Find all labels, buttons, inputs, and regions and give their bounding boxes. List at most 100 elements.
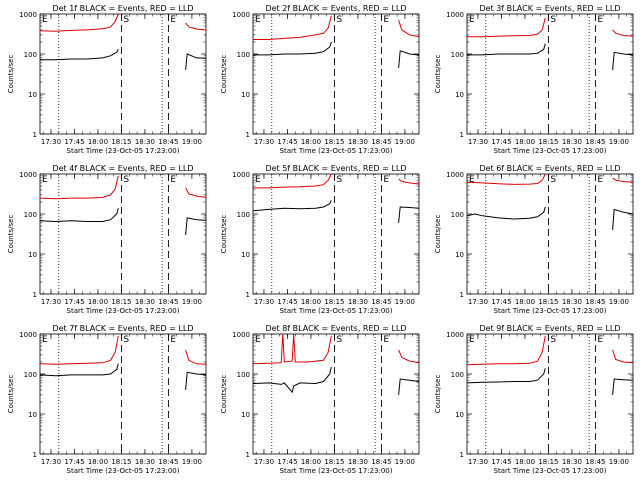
start-marker: E <box>255 15 261 25</box>
start-marker: E <box>469 335 475 345</box>
y-tick-label: 100 <box>237 51 250 59</box>
x-tick-label: 18:00 <box>88 458 108 466</box>
y-tick-label: 10 <box>28 91 37 99</box>
x-tick-label: 17:45 <box>64 458 84 466</box>
saa-marker: S <box>336 175 342 185</box>
saa-marker: S <box>123 335 129 345</box>
x-tick-label: 18:00 <box>301 138 321 146</box>
end-marker: E <box>597 175 603 185</box>
x-axis-label: Start Time (23-Oct-05 17:23:00) <box>280 307 393 315</box>
x-axis-label: Start Time (23-Oct-05 17:23:00) <box>67 467 180 475</box>
events-series-line <box>467 43 546 56</box>
panel-title: Det 9f BLACK = Events, RED = LLD <box>479 324 620 333</box>
y-tick-label: 10 <box>241 411 250 419</box>
events-series-line <box>39 363 119 377</box>
y-axis-label: Counts/sec <box>7 215 15 254</box>
plot-frame <box>466 333 634 455</box>
plot-frame <box>39 173 207 295</box>
lld-series-line <box>39 175 119 200</box>
detector-panel-1: Det 1f BLACK = Events, RED = LLD 1 10 100 10… <box>7 4 207 155</box>
events-series-line <box>612 208 634 230</box>
y-tick-label: 100 <box>24 211 37 219</box>
x-tick-label: 19:00 <box>395 298 415 306</box>
x-tick-label: 17:30 <box>41 458 61 466</box>
detector-panel-8: Det 8f BLACK = Events, RED = LLD 1 10 100 10… <box>220 324 420 475</box>
events-series-line <box>398 50 420 68</box>
x-tick-label: 17:45 <box>491 458 511 466</box>
panel-title: Det 5f BLACK = Events, RED = LLD <box>265 164 406 173</box>
x-tick-label: 18:00 <box>515 298 535 306</box>
events-series-line <box>398 378 420 395</box>
y-tick-label: 1 <box>246 451 250 459</box>
y-tick-label: 1 <box>460 291 464 299</box>
plot-frame <box>252 333 420 455</box>
detector-panel-4: Det 4f BLACK = Events, RED = LLD 1 10 100 10… <box>7 164 207 315</box>
panel-title: Det 3f BLACK = Events, RED = LLD <box>479 4 620 13</box>
x-tick-label: 17:30 <box>468 138 488 146</box>
lld-series-line <box>466 335 546 366</box>
events-series-line <box>253 41 332 56</box>
plot-frame <box>466 13 634 135</box>
events-series-line <box>39 208 119 223</box>
x-tick-label: 17:45 <box>64 138 84 146</box>
y-tick-label: 100 <box>451 51 464 59</box>
x-axis-label: Start Time (23-Oct-05 17:23:00) <box>494 467 607 475</box>
y-tick-label: 10 <box>455 91 464 99</box>
end-marker: E <box>170 15 176 25</box>
events-series-line <box>612 378 634 395</box>
x-tick-label: 18:15 <box>111 138 131 146</box>
x-tick-label: 17:30 <box>254 298 274 306</box>
saa-marker: S <box>123 175 129 185</box>
lld-series-line <box>253 173 332 189</box>
panel-title: Det 6f BLACK = Events, RED = LLD <box>479 164 620 173</box>
lld-series-line <box>39 335 119 365</box>
start-marker: E <box>469 175 475 185</box>
y-tick-label: 10 <box>455 251 464 259</box>
lld-series-line <box>185 22 207 31</box>
x-tick-label: 17:30 <box>254 458 274 466</box>
y-axis-label: Counts/sec <box>220 55 228 94</box>
y-tick-label: 1000 <box>19 11 37 19</box>
y-tick-label: 1 <box>33 131 37 139</box>
y-tick-label: 1000 <box>446 11 464 19</box>
x-tick-label: 19:00 <box>182 138 202 146</box>
y-axis-label: Counts/sec <box>434 55 442 94</box>
y-tick-label: 100 <box>24 371 37 379</box>
y-tick-label: 1000 <box>232 331 250 339</box>
x-tick-label: 18:00 <box>88 138 108 146</box>
events-series-line <box>466 206 546 220</box>
saa-marker: S <box>336 15 342 25</box>
start-marker: E <box>42 15 48 25</box>
x-tick-label: 18:30 <box>562 458 582 466</box>
lld-series-line <box>398 349 420 364</box>
y-tick-label: 1000 <box>232 171 250 179</box>
end-marker: E <box>383 335 389 345</box>
x-axis-label: Start Time (23-Oct-05 17:23:00) <box>494 307 607 315</box>
x-tick-label: 19:00 <box>609 138 629 146</box>
x-tick-label: 19:00 <box>182 298 202 306</box>
x-tick-label: 18:30 <box>562 298 582 306</box>
x-tick-label: 18:45 <box>585 458 605 466</box>
detector-panel-9: Det 9f BLACK = Events, RED = LLD 1 10 100 10… <box>434 324 634 475</box>
y-tick-label: 100 <box>451 371 464 379</box>
x-tick-label: 18:30 <box>135 138 155 146</box>
x-tick-label: 17:45 <box>491 138 511 146</box>
events-series-line <box>252 200 332 212</box>
x-tick-label: 17:45 <box>277 458 297 466</box>
x-tick-label: 19:00 <box>609 298 629 306</box>
x-tick-label: 18:30 <box>348 138 368 146</box>
saa-marker: S <box>336 335 342 345</box>
x-tick-label: 19:00 <box>609 458 629 466</box>
y-tick-label: 100 <box>451 211 464 219</box>
detector-panel-2: Det 2f BLACK = Events, RED = LLD 1 10 100 10… <box>220 4 420 155</box>
panel-title: Det 7f BLACK = Events, RED = LLD <box>52 324 193 333</box>
detector-panel-3: Det 3f BLACK = Events, RED = LLD 1 10 100 10… <box>434 4 634 155</box>
x-tick-label: 17:30 <box>468 458 488 466</box>
start-marker: E <box>255 175 261 185</box>
lld-series-line <box>398 20 420 38</box>
x-tick-label: 18:15 <box>538 458 558 466</box>
y-tick-label: 10 <box>28 251 37 259</box>
x-axis-label: Start Time (23-Oct-05 17:23:00) <box>494 147 607 155</box>
x-tick-label: 18:45 <box>371 138 391 146</box>
